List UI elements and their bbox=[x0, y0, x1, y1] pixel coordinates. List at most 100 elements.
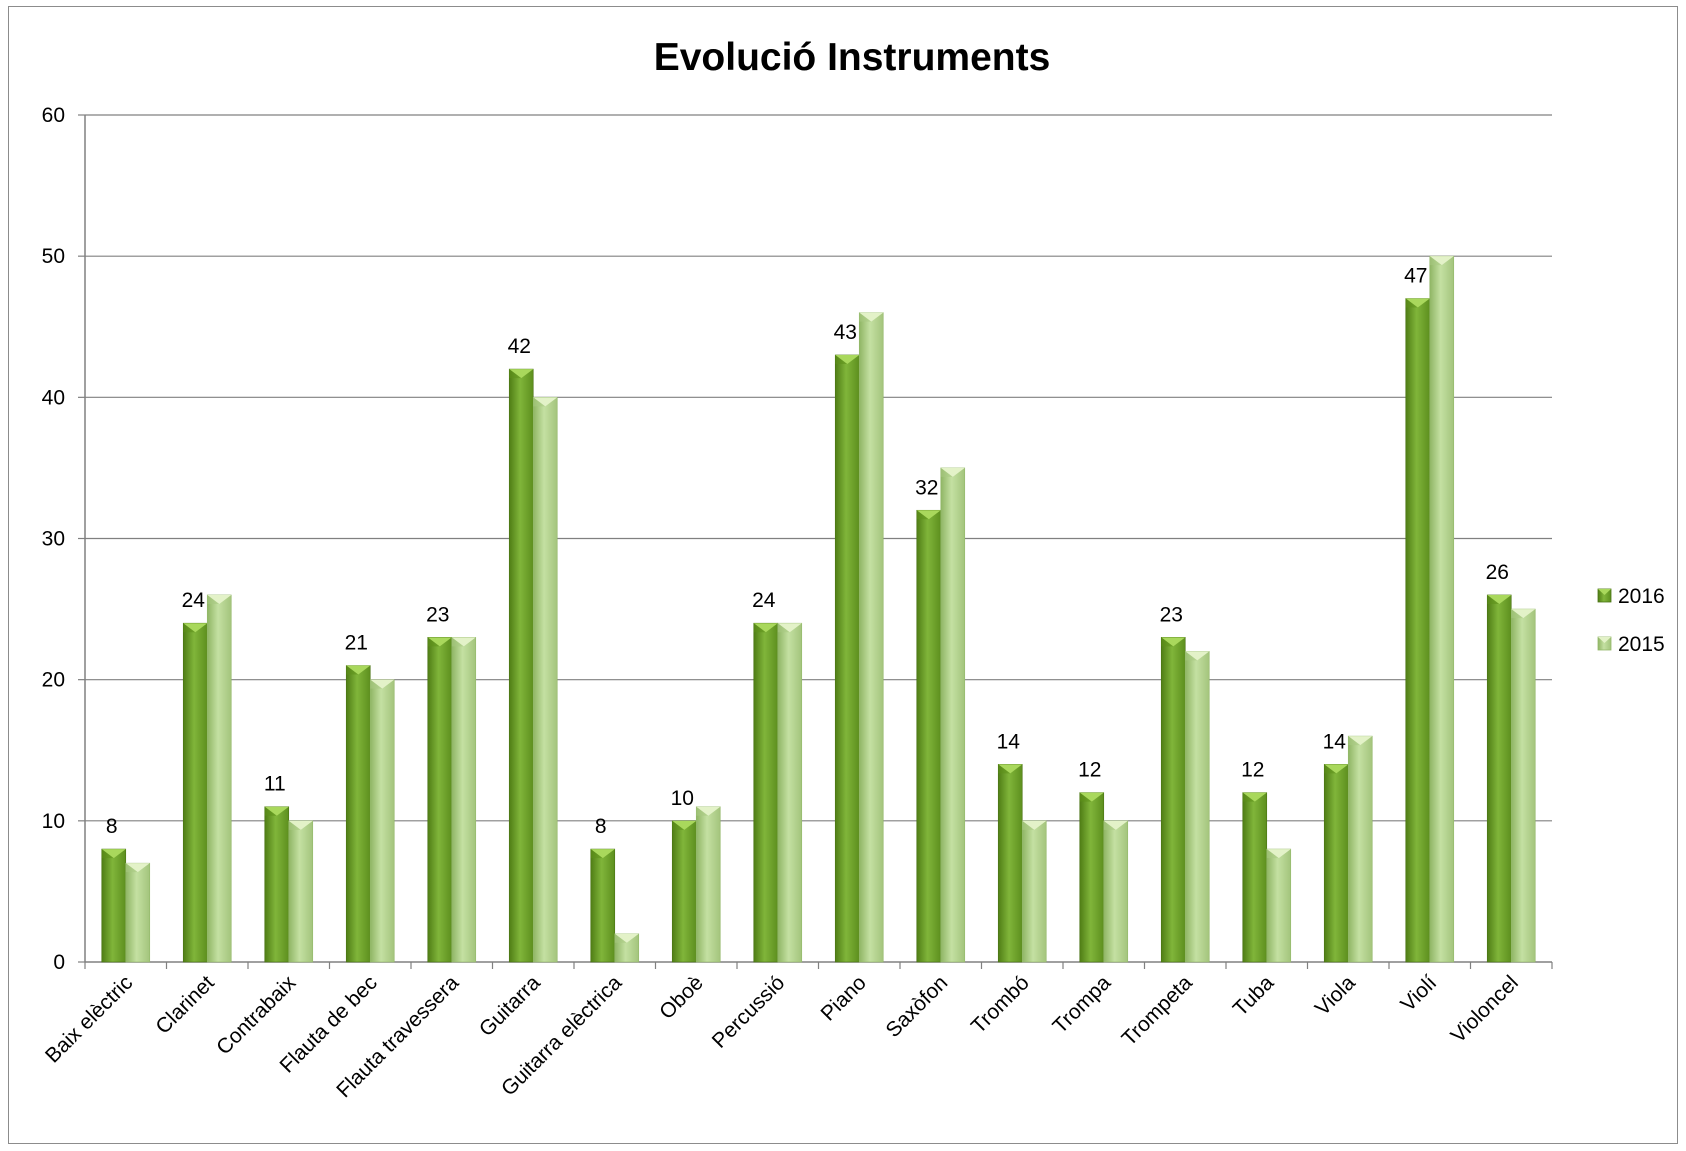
x-category-label: Clarinet bbox=[151, 971, 219, 1039]
data-label-2016: 23 bbox=[1160, 603, 1183, 626]
bar-cap bbox=[1103, 820, 1128, 830]
bar-cap-shade bbox=[590, 849, 603, 859]
legend: 2016 2015 bbox=[1597, 585, 1665, 656]
bar-cap bbox=[1242, 792, 1267, 802]
bar-2015-viola bbox=[1347, 735, 1373, 963]
bar-2016-baix-elèctric bbox=[101, 848, 127, 963]
x-category-label: Tuba bbox=[1229, 971, 1279, 1021]
bar-body bbox=[1347, 735, 1373, 963]
bar-2015-flauta-de-bec bbox=[369, 679, 395, 963]
bar-cap-shade bbox=[509, 369, 522, 379]
bar-cap-shade bbox=[672, 820, 685, 830]
bar-cap bbox=[998, 764, 1023, 774]
data-label-2016: 47 bbox=[1404, 265, 1427, 288]
bar-body bbox=[671, 820, 697, 963]
data-label-2016: 23 bbox=[426, 603, 449, 626]
bar-cap bbox=[777, 623, 802, 633]
bar-2016-violí bbox=[1405, 298, 1431, 963]
x-category-label: Trombó bbox=[967, 971, 1034, 1038]
bar-cap bbox=[1487, 594, 1512, 604]
bar-cap-shade bbox=[427, 637, 440, 647]
data-label-2016: 8 bbox=[595, 815, 607, 838]
bar-cap-shade bbox=[859, 312, 872, 322]
bar-cap bbox=[427, 637, 452, 647]
bar-body bbox=[427, 637, 453, 963]
bar-body bbox=[1323, 764, 1349, 963]
bar-cap bbox=[509, 369, 534, 379]
y-tick-label: 50 bbox=[42, 245, 65, 268]
bar-2016-tuba bbox=[1242, 792, 1268, 963]
bar-2015-tuba bbox=[1266, 848, 1292, 963]
bar-cap-shade bbox=[370, 679, 383, 689]
x-category-label: Trompeta bbox=[1118, 971, 1197, 1050]
bar-body bbox=[508, 368, 534, 963]
x-category-label: Trompa bbox=[1048, 971, 1115, 1038]
x-category-label: Violoncel bbox=[1447, 971, 1523, 1047]
bar-cap-shade bbox=[183, 623, 196, 633]
data-label-2016: 12 bbox=[1241, 759, 1264, 782]
bar-2016-piano bbox=[834, 354, 860, 963]
bar-cap bbox=[264, 806, 289, 816]
bar-body bbox=[916, 509, 942, 963]
data-label-2016: 42 bbox=[508, 335, 531, 358]
bar-body bbox=[1429, 255, 1455, 963]
bar-cap-shade bbox=[533, 397, 546, 407]
bar-cap bbox=[753, 623, 778, 633]
legend-item-2015: 2015 bbox=[1597, 633, 1665, 656]
x-category-label: Percussió bbox=[708, 971, 789, 1052]
bar-body bbox=[345, 665, 371, 963]
legend-swatch-cap bbox=[1598, 637, 1611, 643]
bar-body bbox=[532, 397, 558, 963]
data-label-2016: 11 bbox=[264, 773, 286, 796]
bar-cap-shade bbox=[940, 467, 953, 477]
bar-body bbox=[1486, 594, 1512, 963]
y-tick-label: 20 bbox=[42, 669, 65, 692]
bar-2015-flauta-travessera bbox=[451, 637, 477, 963]
bar-body bbox=[264, 806, 290, 963]
bar-body bbox=[777, 622, 803, 963]
bar-cap bbox=[1405, 298, 1430, 308]
bar-cap-shade bbox=[1511, 609, 1524, 619]
bar-cap bbox=[1429, 256, 1454, 266]
bar-2015-baix-elèctric bbox=[125, 862, 151, 963]
y-tick-label: 30 bbox=[42, 528, 65, 551]
bar-cap bbox=[125, 863, 150, 873]
bar-2016-trombó bbox=[997, 764, 1023, 963]
bar-2015-violoncel bbox=[1510, 608, 1536, 963]
bar-cap-shade bbox=[1324, 764, 1337, 774]
bar-cap bbox=[207, 594, 232, 604]
bar-cap bbox=[1511, 609, 1536, 619]
bar-2016-viola bbox=[1323, 764, 1349, 963]
legend-label: 2015 bbox=[1618, 633, 1665, 656]
bar-2015-trompa bbox=[1103, 820, 1129, 963]
bar-body bbox=[451, 637, 477, 963]
bar-2015-piano bbox=[858, 312, 884, 963]
data-label-2016: 24 bbox=[752, 589, 776, 612]
bar-2016-trompeta bbox=[1160, 637, 1186, 963]
bar-2016-percussió bbox=[753, 622, 779, 963]
x-category-label: Oboè bbox=[655, 971, 708, 1024]
data-label-2016: 24 bbox=[182, 589, 206, 612]
bar-2016-trompa bbox=[1079, 792, 1105, 963]
bar-cap bbox=[916, 510, 941, 520]
data-label-2016: 21 bbox=[345, 632, 368, 655]
bar-cap bbox=[370, 679, 395, 689]
bar-cap-shade bbox=[753, 623, 766, 633]
bar-body bbox=[1405, 298, 1431, 963]
bar-cap bbox=[1324, 764, 1349, 774]
bar-cap-shade bbox=[101, 849, 114, 859]
bar-body bbox=[1079, 792, 1105, 963]
bars bbox=[101, 255, 1536, 963]
data-label-2016: 14 bbox=[1323, 730, 1347, 753]
bar-cap bbox=[1185, 651, 1210, 661]
x-category-label: Baix elèctric bbox=[41, 971, 137, 1067]
bar-2015-oboè bbox=[695, 806, 721, 963]
bar-body bbox=[1242, 792, 1268, 963]
legend-label: 2016 bbox=[1618, 585, 1665, 608]
bar-cap bbox=[1022, 820, 1047, 830]
bar-2015-trombó bbox=[1021, 820, 1047, 963]
bar-2015-percussió bbox=[777, 622, 803, 963]
data-label-2016: 32 bbox=[915, 476, 938, 499]
data-label-2016: 14 bbox=[997, 730, 1021, 753]
bar-2015-contrabaix bbox=[288, 820, 314, 963]
